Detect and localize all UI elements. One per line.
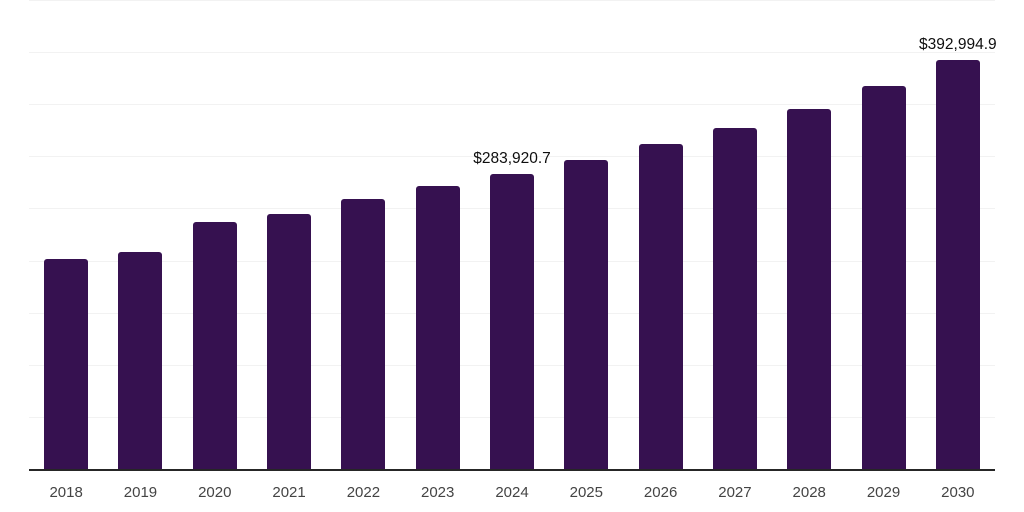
bar-slot-2027 bbox=[698, 0, 772, 470]
gridline bbox=[29, 104, 995, 106]
bar-2019 bbox=[118, 251, 163, 470]
bar-slot-2018 bbox=[29, 0, 103, 470]
bar-2030 bbox=[935, 60, 980, 470]
gridline bbox=[29, 0, 995, 2]
x-tick-label-2021: 2021 bbox=[272, 484, 306, 501]
x-axis-line bbox=[29, 469, 995, 471]
bar-2018 bbox=[44, 258, 89, 470]
bar-slot-2019 bbox=[103, 0, 177, 470]
bar-slot-2023 bbox=[401, 0, 475, 470]
x-tick-label-2019: 2019 bbox=[123, 484, 158, 501]
bar-2025 bbox=[564, 160, 609, 470]
x-tick-label-2018: 2018 bbox=[49, 484, 83, 501]
bar-2022 bbox=[341, 198, 386, 470]
bar-slot-2024 bbox=[475, 0, 549, 470]
gridline bbox=[29, 52, 995, 54]
bar-2020 bbox=[192, 222, 237, 470]
bar-2021 bbox=[267, 214, 312, 470]
bar-slot-2020 bbox=[178, 0, 252, 470]
x-tick-label-2029: 2029 bbox=[866, 484, 901, 501]
x-tick-label-2020: 2020 bbox=[198, 484, 232, 501]
bar-value-label-2024: $283,920.7 bbox=[473, 150, 551, 168]
bar-slot-2028 bbox=[772, 0, 846, 470]
bar-slot-2026 bbox=[623, 0, 697, 470]
bar-slot-2025 bbox=[549, 0, 623, 470]
x-tick-label-2024: 2024 bbox=[495, 484, 529, 501]
bar-slot-2021 bbox=[252, 0, 326, 470]
bar-slot-2030 bbox=[921, 0, 995, 470]
bar-slot-2022 bbox=[326, 0, 400, 470]
x-tick-label-2025: 2025 bbox=[569, 484, 603, 501]
x-tick-label-2027: 2027 bbox=[718, 484, 752, 501]
x-tick-label-2023: 2023 bbox=[421, 484, 455, 501]
bar-2027 bbox=[712, 128, 757, 470]
bar-2023 bbox=[415, 186, 460, 470]
bar-slot-2029 bbox=[846, 0, 920, 470]
x-tick-label-2022: 2022 bbox=[346, 484, 381, 501]
bar-2024 bbox=[489, 174, 534, 470]
bar-2026 bbox=[638, 144, 683, 470]
bar-2028 bbox=[787, 108, 832, 470]
x-tick-label-2028: 2028 bbox=[792, 484, 826, 501]
bar-2029 bbox=[861, 85, 906, 470]
x-tick-label-2026: 2026 bbox=[643, 484, 678, 501]
x-tick-label-2030: 2030 bbox=[941, 484, 975, 501]
plot-area: $283,920.7 $392,994.9 bbox=[29, 0, 997, 470]
bar-value-label-2030: $392,994.9 bbox=[919, 36, 997, 54]
gridline bbox=[29, 156, 995, 158]
